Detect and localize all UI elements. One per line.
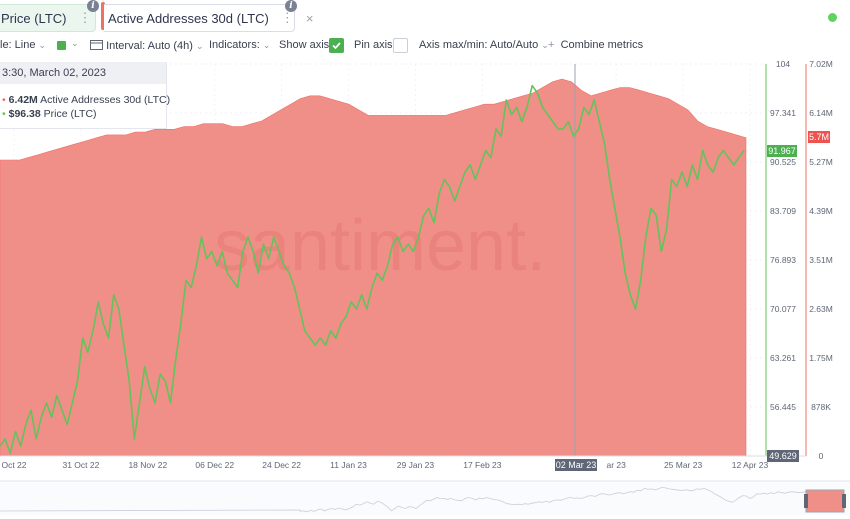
x-tick-label: 12 Apr 23	[732, 460, 769, 470]
x-ticks: Oct 22 31 Oct 22 18 Nov 22 06 Dec 22 24 Dec …	[1, 460, 768, 470]
right-y-tick-label: 3.51M	[809, 255, 833, 265]
right-y-tick-label: 2.63M	[809, 304, 833, 314]
x-tick-label: 24 Dec 22	[262, 460, 301, 470]
navigator-left-handle[interactable]	[804, 494, 808, 508]
left-y-tick-label: 104	[776, 59, 790, 69]
x-tick-label: 29 Jan 23	[397, 460, 435, 470]
price-min-label: 49.629	[769, 451, 797, 461]
left-y-tick-label: 83.709	[770, 206, 796, 216]
indicators-select[interactable]: Indicators: ⌄	[209, 39, 270, 51]
price-line	[0, 84, 745, 455]
tab-price-info-icon[interactable]: i	[87, 0, 99, 12]
show-axis-checkbox[interactable]	[329, 38, 344, 53]
navigator-price-line	[0, 486, 807, 513]
tooltip-addresses-value: 6.42M	[8, 94, 38, 106]
tooltip-date: 3:30, March 02, 2023	[0, 62, 166, 84]
style-select[interactable]: le: Line ⌄	[0, 39, 46, 51]
active-addresses-area	[0, 78, 747, 457]
plus-icon: +	[548, 39, 555, 51]
left-y-tick-label: 70.077	[770, 304, 796, 314]
axis-range-label: Axis max/min: Auto/Auto	[419, 39, 539, 51]
navigator-right-handle[interactable]	[842, 494, 846, 508]
right-y-tick-label: 1.75M	[809, 353, 833, 363]
x-tick-label: Oct 22	[1, 460, 26, 470]
combine-metrics-button[interactable]: + Combine metrics	[548, 39, 643, 51]
tab-addresses-info-icon[interactable]: i	[285, 0, 297, 12]
tab-price-ltc[interactable]: Price (LTC) ⋮ ×	[0, 4, 111, 32]
show-axis-label: Show axis	[279, 39, 330, 51]
tooltip-row-price: • $96.38 Price (LTC)	[2, 108, 97, 120]
checkmark-icon	[332, 42, 341, 50]
tab-price-label: Price (LTC)	[1, 10, 67, 26]
calendar-icon	[90, 40, 103, 50]
chevron-down-icon[interactable]: ⌄	[71, 38, 79, 48]
navigator-selection[interactable]	[805, 489, 845, 513]
x-tick-label: 17 Feb 23	[463, 460, 502, 470]
style-label: le: Line	[0, 39, 36, 51]
tooltip-price-value: $96.38	[8, 108, 41, 120]
x-tick-label: 06 Dec 22	[195, 460, 234, 470]
left-y-ticks: 104 97.341 90.525 83.709 76.893 70.077 63.261 5…	[770, 59, 796, 412]
right-y-ticks: 7.02M 6.14M 5.27M 4.39M 3.51M 2.63M 1.75M 878K 0	[809, 59, 833, 461]
addresses-marker-icon: •	[2, 94, 6, 106]
chevron-down-icon: ⌄	[262, 40, 271, 50]
left-y-tick-label: 90.525	[770, 157, 796, 167]
chart-tooltip: 3:30, March 02, 2023 • 6.42M Active Addr…	[0, 62, 170, 129]
tooltip-addresses-label: Active Addresses 30d (LTC)	[40, 94, 171, 106]
live-status-dot	[828, 13, 837, 22]
pin-axis-checkbox[interactable]	[393, 38, 408, 53]
price-min-badge	[767, 450, 799, 462]
x-tick-label: 31 Oct 22	[62, 460, 99, 470]
tab-active-addresses-ltc[interactable]: Active Addresses 30d (LTC) ⋮ ×	[104, 4, 313, 32]
pin-axis-label: Pin axis	[354, 39, 393, 51]
tooltip-row-addresses: • 6.42M Active Addresses 30d (LTC)	[2, 94, 170, 106]
addresses-current-label: 5.7M	[809, 132, 829, 142]
tab-addresses-more-icon[interactable]: ⋮	[280, 10, 294, 25]
tab-addresses-color-indicator	[101, 2, 105, 30]
indicators-label: Indicators:	[209, 39, 260, 51]
x-tick-label: 11 Jan 23	[330, 460, 367, 470]
chart-toolbar: le: Line ⌄ ⌄ Interval: Auto (4h) ⌄ Indic…	[0, 34, 850, 58]
price-current-badge	[767, 145, 797, 157]
crosshair-date-badge	[555, 459, 597, 471]
left-y-tick-label: 56.445	[770, 402, 796, 412]
navigator-background	[0, 481, 850, 515]
right-y-tick-label: 878K	[811, 402, 831, 412]
x-tick-label: 25 Mar 23	[664, 460, 703, 470]
x-tick-label: ar 23	[606, 460, 626, 470]
left-y-tick-label: 97.341	[770, 108, 796, 118]
price-marker-icon: •	[2, 108, 6, 120]
crosshair-date-label: 02 Mar 23	[556, 460, 597, 470]
interval-label: Interval: Auto (4h)	[106, 40, 193, 52]
right-y-tick-label: 7.02M	[809, 59, 833, 69]
axis-range-select[interactable]: Axis max/min: Auto/Auto ⌄	[419, 39, 549, 51]
right-y-tick-label: 5.27M	[809, 157, 833, 167]
metric-tab-bar: Price (LTC) ⋮ × i Active Addresses 30d (…	[0, 0, 850, 34]
chevron-down-icon: ⌄	[38, 40, 47, 50]
tooltip-price-label: Price (LTC)	[43, 108, 97, 120]
tab-addresses-label: Active Addresses 30d (LTC)	[108, 10, 269, 26]
color-picker-swatch[interactable]	[57, 41, 66, 50]
tab-price-more-icon[interactable]: ⋮	[78, 10, 92, 25]
chevron-down-icon: ⌄	[195, 41, 204, 51]
price-current-label: 91.967	[768, 146, 796, 156]
addresses-current-badge	[808, 131, 830, 143]
right-y-tick-label: 4.39M	[809, 206, 833, 216]
chevron-down-icon: ⌄	[541, 40, 549, 50]
left-y-tick-label: 76.893	[770, 255, 796, 265]
tab-addresses-close-icon[interactable]: ×	[305, 10, 314, 26]
right-y-tick-label: 0	[819, 451, 824, 461]
left-y-tick-label: 63.261	[770, 353, 796, 363]
right-y-tick-label: 6.14M	[809, 108, 833, 118]
santiment-watermark: santiment.	[214, 206, 546, 286]
combine-metrics-label: Combine metrics	[560, 39, 644, 51]
x-tick-label: 18 Nov 22	[128, 460, 167, 470]
interval-select[interactable]: Interval: Auto (4h) ⌄	[90, 39, 204, 52]
navigator-minimap[interactable]	[0, 480, 850, 515]
